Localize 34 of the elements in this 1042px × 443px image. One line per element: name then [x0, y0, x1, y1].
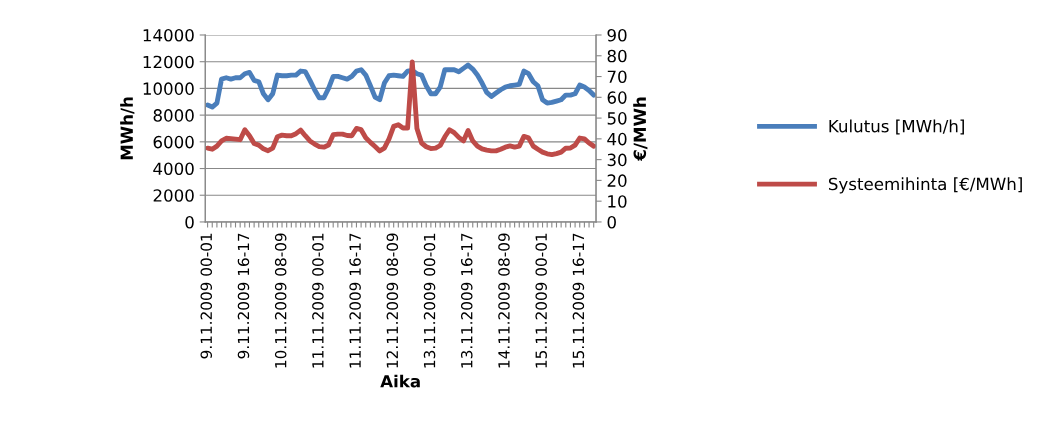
y-tick-label: 10000 — [143, 82, 194, 95]
y-tick-label: 4000 — [153, 162, 194, 176]
y2-axis-title: €/MWh — [633, 97, 648, 162]
y-tick-label: 8000 — [153, 109, 194, 122]
y2-tick-label: 0 — [607, 215, 616, 229]
y2-tick-label: 60 — [607, 91, 627, 104]
x-tick-label: 9.11.2009 00-01 — [200, 233, 213, 359]
x-tick-label: 11.11.2009 16-17 — [349, 233, 361, 368]
y-tick-label: 14000 — [143, 28, 194, 42]
y2-tick-label: 30 — [607, 153, 627, 167]
y-tick-label: 12000 — [143, 55, 194, 69]
x-tick-label: 9.11.2009 16-17 — [237, 233, 250, 359]
y2-tick-label: 40 — [607, 132, 627, 146]
y2-tick-label: 50 — [607, 112, 627, 125]
x-tick-label: 15.11.2009 00-01 — [535, 233, 547, 368]
y-tick-label: 2000 — [153, 189, 194, 202]
y2-tick-label: 10 — [608, 195, 627, 208]
y2-tick-label: 90 — [607, 28, 627, 42]
y2-tick-label: 80 — [607, 49, 627, 63]
x-tick-label: 15.11.2009 16-17 — [572, 233, 585, 368]
x-tick-label: 11.11.2009 00-01 — [312, 233, 324, 368]
y-tick-label: 0 — [185, 215, 194, 229]
y2-tick-label: 20 — [607, 174, 627, 187]
x-tick-label: 10.11.2009 08-09 — [274, 233, 287, 368]
x-tick-label: 14.11.2009 08-09 — [498, 233, 510, 368]
x-axis-title: Aika — [380, 374, 420, 388]
legend-label: Systeemihinta [€/MWh] — [828, 177, 1022, 194]
x-tick-label: 13.11.2009 16-17 — [460, 233, 473, 368]
y2-tick-label: 70 — [607, 70, 627, 84]
x-tick-label: 13.11.2009 00-01 — [423, 233, 436, 368]
x-tick-label: 12.11.2009 08-09 — [386, 233, 399, 368]
y-tick-label: 6000 — [153, 135, 194, 149]
y-axis-title: MWh/h — [120, 97, 135, 160]
legend-label: Kulutus [MWh/h] — [829, 119, 964, 135]
